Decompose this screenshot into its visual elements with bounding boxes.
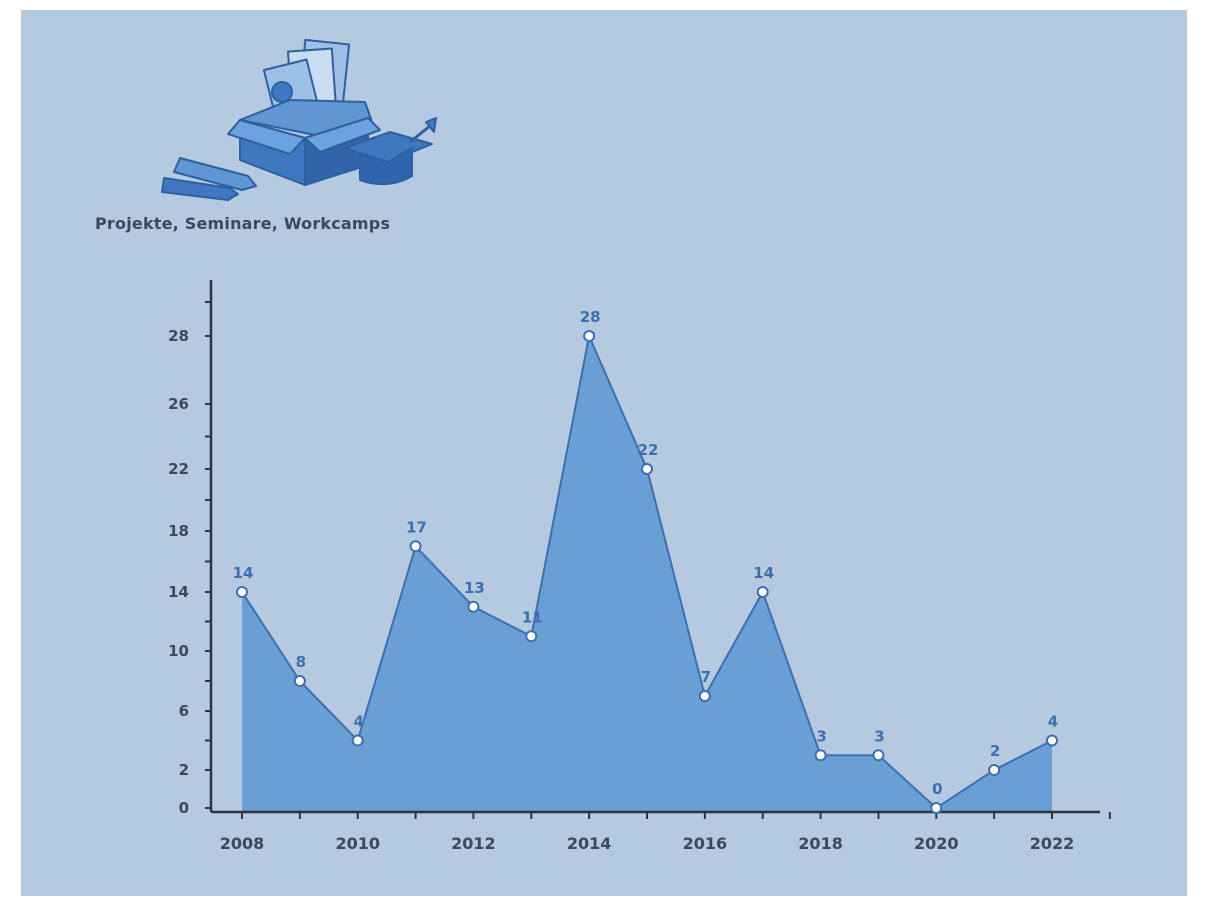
data-label: 28 xyxy=(580,308,601,326)
data-point xyxy=(525,630,538,643)
y-tick-label: 14 xyxy=(168,583,189,601)
data-label: 22 xyxy=(638,441,659,459)
data-point xyxy=(930,802,943,814)
data-label: 0 xyxy=(932,780,942,798)
data-label: 4 xyxy=(353,713,363,731)
data-point xyxy=(293,675,306,687)
y-tick-label: 10 xyxy=(168,642,189,660)
x-tick-label: 2014 xyxy=(567,834,612,853)
data-label: 3 xyxy=(874,727,884,745)
data-point xyxy=(236,586,248,598)
y-tick-label: 18 xyxy=(168,522,189,540)
y-tick-label: 28 xyxy=(168,327,189,345)
y-tick-label: 26 xyxy=(168,395,189,413)
x-tick-label: 2018 xyxy=(798,834,843,853)
data-point xyxy=(988,764,1001,776)
x-tick-label: 2010 xyxy=(335,834,380,853)
data-label: 2 xyxy=(990,742,1000,760)
data-label: 3 xyxy=(816,727,826,745)
data-point xyxy=(641,463,653,475)
data-label: 17 xyxy=(406,518,427,536)
data-point xyxy=(1046,734,1058,747)
x-tick-label: 2022 xyxy=(1030,834,1075,853)
x-tick-label: 2012 xyxy=(451,834,496,853)
chart-title: Projekte, Seminare, Workcamps xyxy=(95,214,391,233)
data-label: 7 xyxy=(701,668,711,686)
area-fill xyxy=(242,336,1052,812)
data-point xyxy=(409,540,422,553)
data-point xyxy=(467,600,480,613)
y-tick-label: 22 xyxy=(168,460,189,478)
y-tick-label: 6 xyxy=(179,702,189,720)
data-point xyxy=(351,734,364,747)
data-point xyxy=(583,330,596,342)
data-label: 14 xyxy=(753,564,774,582)
data-label: 13 xyxy=(464,579,485,597)
box-folders-graduation-cap-icon xyxy=(161,38,437,201)
x-tick-label: 2016 xyxy=(683,834,728,853)
x-tick-label: 2020 xyxy=(914,834,959,853)
data-point xyxy=(872,749,885,762)
x-tick-label: 2008 xyxy=(220,834,265,853)
data-point xyxy=(814,749,827,762)
y-tick-label: 2 xyxy=(179,761,189,779)
data-point xyxy=(756,586,769,598)
data-point xyxy=(698,690,711,702)
data-label: 11 xyxy=(522,608,543,626)
data-label: 8 xyxy=(296,653,306,671)
data-label: 14 xyxy=(233,564,254,582)
y-tick-label: 0 xyxy=(179,799,189,817)
data-label: 4 xyxy=(1048,713,1058,731)
